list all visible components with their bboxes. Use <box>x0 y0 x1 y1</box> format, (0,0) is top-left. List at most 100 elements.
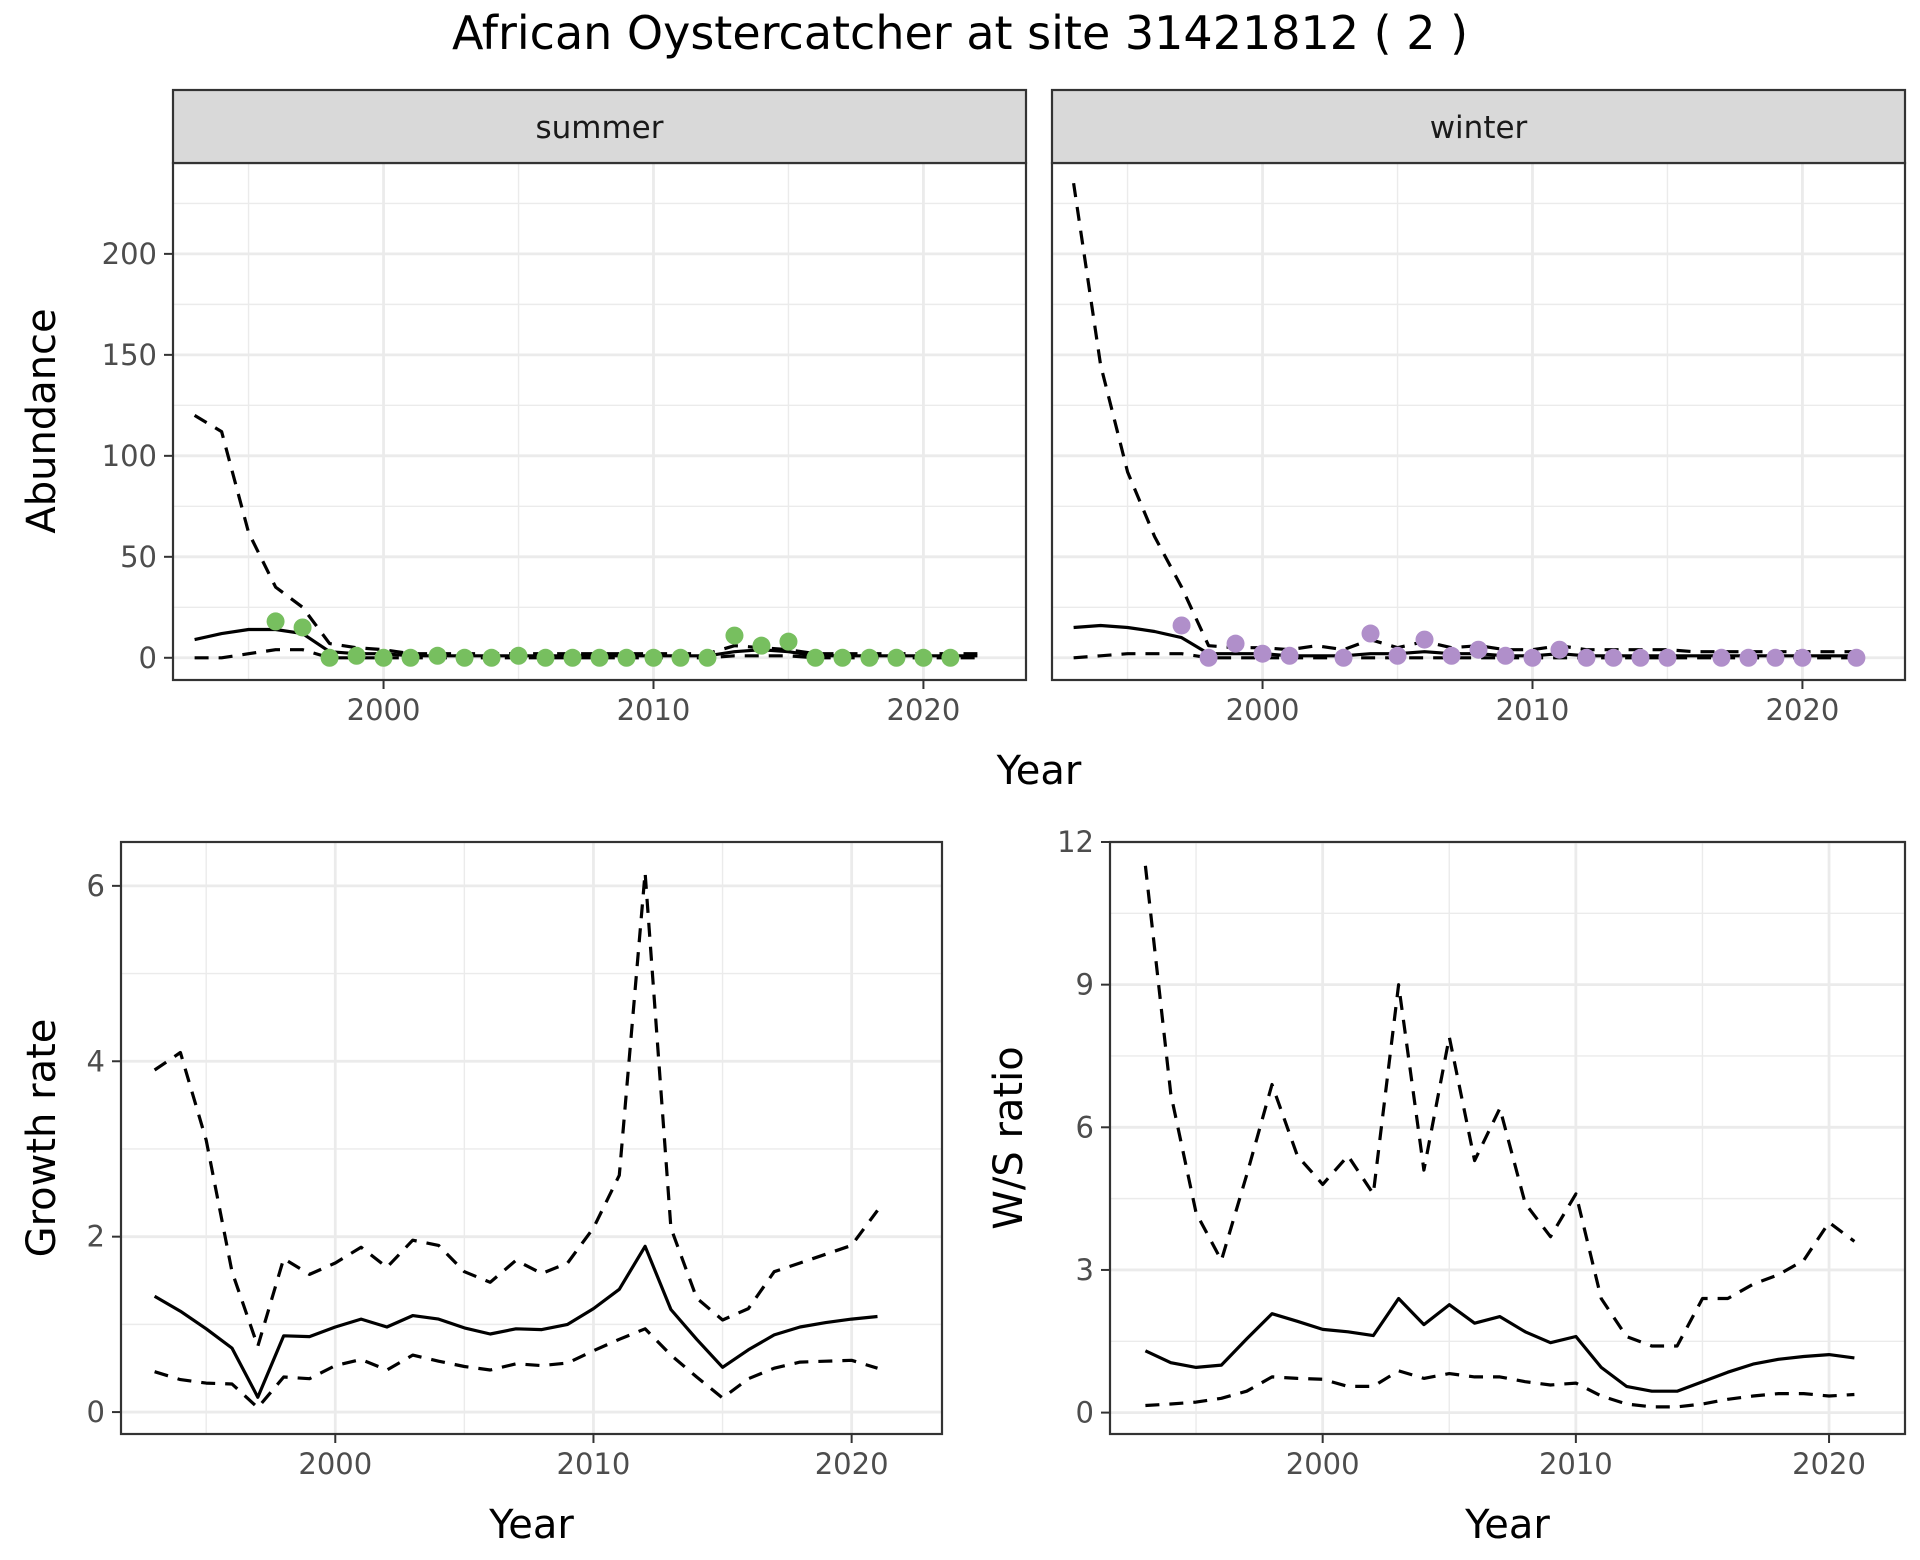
winter-count-point <box>1793 648 1812 667</box>
summer-count-point <box>644 648 663 667</box>
winter-count-point <box>1469 640 1488 659</box>
dashed-interval-line <box>153 871 879 1348</box>
y-tick-label: 0 <box>139 641 157 675</box>
x-tick-label: 2020 <box>887 693 961 727</box>
y-tick-label: 200 <box>102 237 157 271</box>
facet-strip <box>171 88 1028 165</box>
summer-count-point <box>347 646 366 665</box>
y-tick-label: 6 <box>1076 1110 1094 1144</box>
winter-count-point <box>1496 646 1515 665</box>
summer-count-point <box>698 648 717 667</box>
winter-count-point <box>1847 648 1866 667</box>
winter-count-point <box>1523 648 1542 667</box>
winter-count-point <box>1631 648 1650 667</box>
y-tick-label: 100 <box>102 439 157 473</box>
winter-count-point <box>1658 648 1677 667</box>
panel-background <box>1052 163 1905 680</box>
panel-background <box>1110 842 1905 1434</box>
summer-count-point <box>266 612 285 631</box>
summer-count-point <box>671 648 690 667</box>
summer-count-point <box>320 648 339 667</box>
summer-count-point <box>590 648 609 667</box>
facet-strip-label: winter <box>1430 110 1528 146</box>
y-tick-label: 150 <box>102 338 157 372</box>
x-tick-label: 2020 <box>1766 693 1840 727</box>
x-tick-label: 2010 <box>1496 693 1570 727</box>
chart-title: African Oystercatcher at site 31421812 (… <box>451 6 1469 60</box>
x-axis-title: Year <box>1464 1502 1550 1548</box>
x-tick-label: 2000 <box>347 693 421 727</box>
solid-estimate-line <box>1144 1296 1855 1393</box>
facet-strip <box>1050 88 1907 165</box>
winter-count-point <box>1361 624 1380 643</box>
panel-border <box>1108 840 1907 1436</box>
y-tick-label: 12 <box>1057 825 1094 859</box>
x-tick-label: 2010 <box>557 1447 631 1481</box>
y-axis-title: Growth rate <box>19 1019 65 1258</box>
solid-estimate-line <box>153 1244 878 1399</box>
winter-count-point <box>1604 648 1623 667</box>
winter-count-point <box>1712 648 1731 667</box>
winter-count-point <box>1577 648 1596 667</box>
y-tick-label: 0 <box>1076 1396 1094 1430</box>
x-tick-label: 2000 <box>1286 1447 1360 1481</box>
winter-count-point <box>1253 644 1272 663</box>
y-tick-label: 6 <box>87 869 105 903</box>
panel-border <box>119 840 944 1436</box>
winter-count-point <box>1550 640 1569 659</box>
summer-count-point <box>833 648 852 667</box>
summer-count-point <box>914 648 933 667</box>
summer-count-point <box>806 648 825 667</box>
y-axis-title: W/S ratio <box>986 1046 1032 1229</box>
summer-count-point <box>725 626 744 645</box>
panel-background <box>173 163 1026 680</box>
summer-count-point <box>752 636 771 655</box>
x-tick-label: 2000 <box>298 1447 372 1481</box>
summer-count-point <box>563 648 582 667</box>
winter-count-point <box>1766 648 1785 667</box>
y-tick-label: 0 <box>87 1395 105 1429</box>
x-tick-label: 2020 <box>815 1447 889 1481</box>
dashed-interval-line <box>154 1327 878 1410</box>
y-tick-label: 3 <box>1076 1253 1094 1287</box>
summer-count-point <box>887 648 906 667</box>
winter-count-point <box>1172 616 1191 635</box>
x-tick-label: 2000 <box>1226 693 1300 727</box>
dashed-interval-line <box>1143 865 1856 1348</box>
summer-count-point <box>455 648 474 667</box>
summer-count-point <box>428 646 447 665</box>
winter-count-point <box>1334 648 1353 667</box>
dashed-interval-line <box>1145 1369 1855 1409</box>
y-tick-label: 2 <box>87 1220 105 1254</box>
summer-count-point <box>374 648 393 667</box>
summer-count-point <box>536 648 555 667</box>
y-tick-label: 4 <box>87 1044 105 1078</box>
y-tick-label: 50 <box>120 540 157 574</box>
panel-background <box>121 842 942 1434</box>
winter-count-point <box>1226 634 1245 653</box>
winter-count-point <box>1739 648 1758 667</box>
x-tick-label: 2020 <box>1792 1447 1866 1481</box>
winter-count-point <box>1442 646 1461 665</box>
y-tick-label: 9 <box>1076 968 1094 1002</box>
winter-count-point <box>1199 648 1218 667</box>
summer-count-point <box>860 648 879 667</box>
x-tick-label: 2010 <box>617 693 691 727</box>
x-tick-label: 2010 <box>1539 1447 1613 1481</box>
y-axis-title: Abundance <box>19 308 65 533</box>
winter-count-point <box>1280 646 1299 665</box>
summer-count-point <box>617 648 636 667</box>
summer-count-point <box>941 648 960 667</box>
x-axis-title: Year <box>996 748 1082 794</box>
summer-count-point <box>509 646 528 665</box>
summer-count-point <box>482 648 501 667</box>
x-axis-title: Year <box>488 1502 574 1548</box>
winter-count-point <box>1388 646 1407 665</box>
winter-count-point <box>1415 630 1434 649</box>
summer-count-point <box>779 632 798 651</box>
summer-count-point <box>293 618 312 637</box>
facet-strip-label: summer <box>535 110 663 146</box>
summer-count-point <box>401 648 420 667</box>
